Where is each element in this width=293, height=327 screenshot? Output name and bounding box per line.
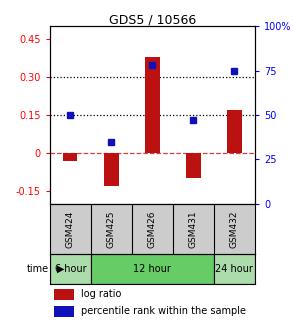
Text: percentile rank within the sample: percentile rank within the sample	[81, 306, 246, 317]
Bar	[214, 254, 255, 284]
Text: ▶: ▶	[57, 264, 64, 274]
Bar	[50, 254, 91, 284]
Bar	[104, 153, 119, 186]
Bar	[186, 153, 200, 179]
Bar	[63, 153, 77, 161]
Text: 24 hour: 24 hour	[215, 264, 253, 274]
Text: GSM426: GSM426	[148, 210, 157, 248]
Text: 6 hour: 6 hour	[54, 264, 86, 274]
Text: GSM432: GSM432	[230, 210, 239, 248]
Bar	[54, 306, 74, 317]
Bar	[54, 289, 74, 300]
Text: log ratio: log ratio	[81, 289, 121, 299]
Bar	[145, 57, 160, 153]
Bar	[227, 110, 242, 153]
Text: GSM425: GSM425	[107, 210, 116, 248]
Bar	[91, 254, 214, 284]
Text: time: time	[27, 264, 49, 274]
Title: GDS5 / 10566: GDS5 / 10566	[109, 13, 196, 26]
Text: GSM424: GSM424	[66, 210, 75, 248]
Text: 12 hour: 12 hour	[133, 264, 171, 274]
Text: GSM431: GSM431	[189, 210, 198, 248]
